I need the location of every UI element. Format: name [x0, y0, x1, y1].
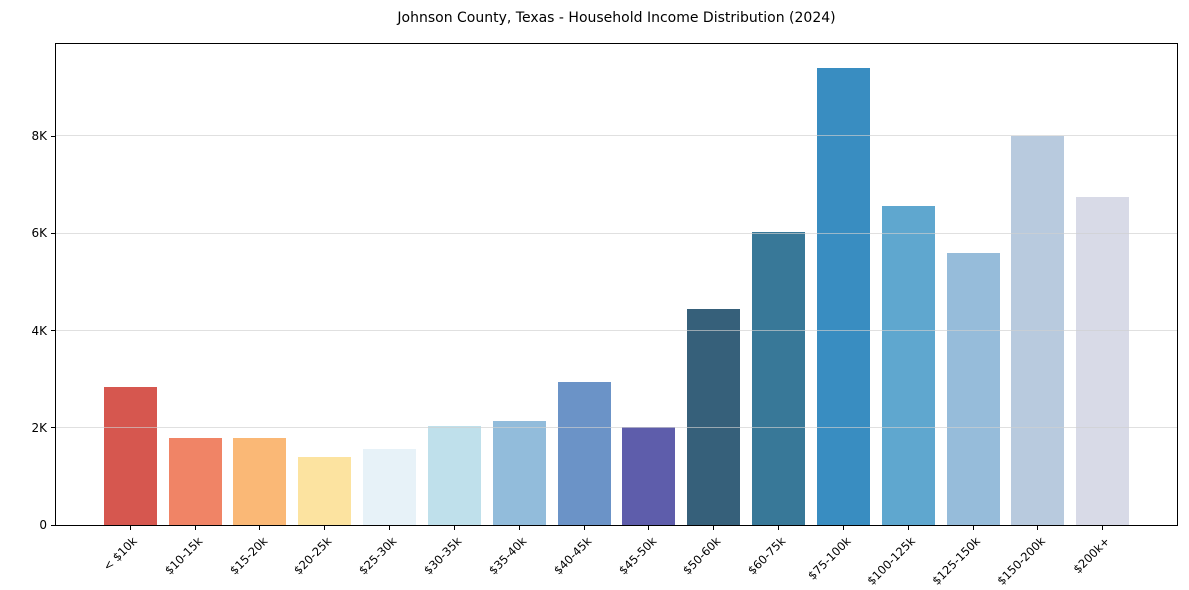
- x-tick-mark: [259, 526, 261, 530]
- bar: [103, 387, 157, 525]
- bar: [816, 68, 870, 525]
- bar: [168, 438, 222, 525]
- x-tick-label: < $10k: [100, 534, 141, 574]
- y-tick-label: 0: [39, 518, 47, 532]
- x-tick-label: $20-25k: [291, 534, 335, 578]
- x-tick-mark: [648, 526, 650, 530]
- x-tick-label: $30-35k: [420, 534, 465, 578]
- x-tick-mark: [972, 526, 974, 530]
- bar: [622, 427, 676, 525]
- bar: [298, 456, 352, 525]
- y-tick-mark: [51, 427, 55, 429]
- bar: [752, 231, 806, 525]
- x-tick-mark: [129, 526, 131, 530]
- x-tick-label: $50-60k: [680, 534, 724, 578]
- x-tick-mark: [907, 526, 909, 530]
- x-tick-label: $125-150k: [929, 534, 983, 588]
- x-tick-mark: [713, 526, 715, 530]
- x-tick-mark: [518, 526, 520, 530]
- x-tick-mark: [842, 526, 844, 530]
- x-tick-mark: [778, 526, 780, 530]
- x-tick-label: $25-30k: [356, 534, 400, 578]
- bar: [1076, 196, 1130, 525]
- y-tick-label: 4K: [31, 323, 47, 338]
- x-tick-label: $75-100k: [804, 534, 854, 583]
- y-tick-mark: [51, 135, 55, 137]
- x-tick-label: $40-45k: [550, 534, 594, 578]
- bar: [557, 381, 611, 525]
- gridline: [56, 135, 1177, 137]
- x-tick-label: $200k+: [1070, 534, 1113, 577]
- y-tick-mark: [51, 330, 55, 332]
- bar: [427, 425, 481, 525]
- bar: [687, 309, 741, 525]
- x-tick-label: $60-75k: [745, 534, 789, 578]
- gridline: [56, 426, 1177, 428]
- y-tick-mark: [51, 232, 55, 234]
- x-tick-label: $45-50k: [615, 534, 659, 578]
- bar: [946, 253, 1000, 525]
- x-tick-mark: [583, 526, 585, 530]
- y-tick-mark: [51, 524, 55, 526]
- bar: [492, 421, 546, 525]
- y-tick-label: 2K: [31, 420, 47, 435]
- x-tick-mark: [453, 526, 455, 530]
- y-tick-label: 8K: [31, 129, 47, 144]
- plot-area: [55, 43, 1178, 526]
- x-tick-mark: [1102, 526, 1104, 530]
- chart-title: Johnson County, Texas - Household Income…: [397, 10, 836, 26]
- x-tick-mark: [194, 526, 196, 530]
- x-tick-label: $100-125k: [864, 534, 919, 588]
- x-tick-label: $150-200k: [994, 534, 1048, 588]
- bar: [233, 437, 287, 525]
- x-tick-label: $35-40k: [485, 534, 530, 578]
- gridline: [56, 232, 1177, 234]
- bar: [363, 448, 417, 525]
- x-tick-mark: [324, 526, 326, 530]
- gridline: [56, 329, 1177, 331]
- x-tick-label: $15-20k: [226, 534, 270, 578]
- bar: [881, 205, 935, 525]
- y-tick-label: 6K: [31, 226, 47, 241]
- x-tick-mark: [1037, 526, 1039, 530]
- x-tick-label: $10-15k: [161, 534, 206, 578]
- x-tick-mark: [389, 526, 391, 530]
